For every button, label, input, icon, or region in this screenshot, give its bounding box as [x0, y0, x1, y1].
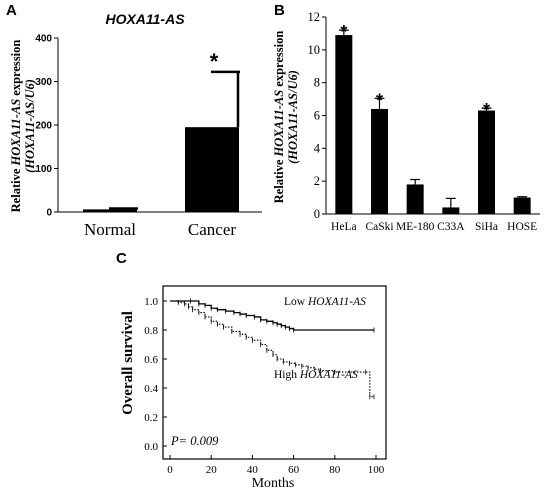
panel-c-low-label: Low HOXA11-AS	[284, 296, 366, 308]
panel-b-category-label: SiHa	[475, 221, 498, 233]
panel-c-y-tick-label: 0.4	[144, 383, 158, 395]
panel-a-y-label-line1: Relative HOXA11-AS expression	[9, 40, 23, 213]
panel-a-category-label: Cancer	[188, 220, 236, 239]
panel-b-bar	[478, 110, 495, 214]
panel-b-letter: B	[274, 2, 285, 19]
panel-a-y-label-line2: (HOXA11-AS/U6)	[23, 79, 37, 173]
panel-b-y-tick-label: 10	[308, 43, 321, 57]
panel-b-significance-star: *	[340, 22, 347, 42]
panel-a-category-label: Normal	[84, 220, 136, 239]
panel-b-category-label: ME-180	[396, 221, 435, 233]
panel-c-x-tick-label: 40	[247, 464, 259, 476]
panel-c-x-tick-label: 100	[368, 464, 385, 476]
panel-c-x-tick-label: 0	[167, 464, 173, 476]
panel-b-category-label: C33A	[437, 221, 465, 233]
panel-b-significance-star: *	[483, 100, 490, 120]
panel-c-y-label: Overall survival	[120, 311, 136, 415]
panel-c-plot-frame	[162, 285, 387, 460]
panel-a-y-tick-label: 100	[35, 164, 52, 175]
panel-a-bar	[185, 127, 239, 212]
panel-c-letter: C	[116, 250, 127, 267]
panel-b-y-tick-label: 12	[308, 10, 321, 24]
panel-c-y-tick-label: 1.0	[144, 296, 158, 308]
panel-b-category-label: CaSki	[365, 221, 393, 233]
panel-c-y-tick-label: 0.2	[144, 412, 158, 424]
panel-a-letter: A	[6, 2, 17, 19]
panel-a-significance-star: *	[210, 49, 219, 74]
panel-b-significance-star: *	[376, 90, 383, 110]
panel-b-plot-area: 0 2 4 6 8 10 12 HeLa * CaSki * ME-180 C33A SiHa * HOSE	[308, 10, 540, 233]
panel-a-bar	[83, 209, 137, 212]
panel-c: C Overall survival Months P= 0.009 Low H…	[116, 250, 387, 491]
panel-c-y-tick-label: 0.0	[144, 441, 158, 453]
panel-c-y-tick-label: 0.6	[144, 354, 158, 366]
panel-a: A HOXA11-AS Relative HOXA11-AS expressio…	[6, 2, 262, 239]
panel-b-y-tick-label: 8	[314, 76, 320, 90]
panel-b-y-tick-label: 0	[314, 207, 320, 221]
panel-c-x-label: Months	[252, 476, 295, 491]
panel-c-x-tick-label: 80	[329, 464, 341, 476]
panel-a-y-tick-label: 200	[35, 121, 52, 132]
panel-c-plot-area: 0 20 40 60 80 100 0.0 0.2 0.4 0.6 0.8 1.0	[144, 285, 387, 476]
panel-a-y-tick-label: 400	[35, 34, 52, 45]
panel-c-p-value: P= 0.009	[170, 434, 219, 448]
panel-b-bar	[371, 108, 388, 214]
panel-a-plot-area: 0 100 200 300 400 Normal Cancer *	[35, 34, 262, 239]
panel-b-category-label: HOSE	[507, 221, 537, 233]
panel-b-y-label-line1: Relative HOXA11-AS expression	[272, 31, 286, 204]
panel-c-x-tick-label: 20	[206, 464, 218, 476]
panel-b-y-tick-label: 6	[314, 109, 320, 123]
panel-c-y-tick-label: 0.8	[144, 325, 158, 337]
panel-c-high-survival-curve	[170, 300, 374, 398]
panel-c-x-tick-label: 60	[288, 464, 300, 476]
panel-c-high-label: High HOXA11-AS	[274, 369, 358, 381]
panel-a-title: HOXA11-AS	[105, 11, 185, 27]
panel-b-bar	[406, 184, 424, 214]
panel-a-y-tick-label: 300	[35, 77, 52, 88]
panel-b: B Relative HOXA11-AS expression (HOXA11-…	[272, 2, 540, 233]
panel-a-y-tick-label: 0	[46, 208, 52, 219]
panel-b-y-label-line2: (HOXA11-AS/U6)	[286, 70, 300, 164]
panel-b-category-label: HeLa	[331, 221, 357, 233]
panel-b-bar	[442, 207, 460, 214]
panel-b-y-tick-label: 4	[314, 141, 321, 155]
panel-b-y-tick-label: 2	[314, 174, 320, 188]
panel-b-bar	[335, 35, 353, 214]
panel-b-bar	[513, 197, 531, 214]
